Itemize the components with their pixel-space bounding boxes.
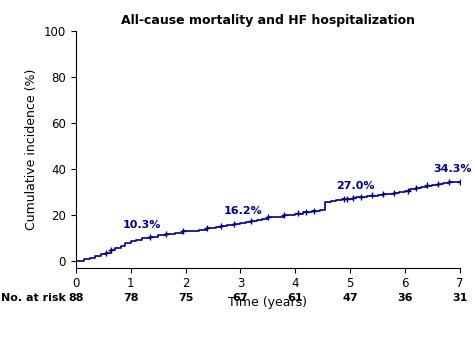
Text: 34.3%: 34.3%: [433, 165, 472, 175]
Text: 16.2%: 16.2%: [224, 206, 263, 216]
Text: 36: 36: [397, 293, 413, 304]
Text: No. at risk: No. at risk: [1, 293, 66, 304]
Text: 67: 67: [233, 293, 248, 304]
Text: 27.0%: 27.0%: [337, 180, 375, 191]
Text: 78: 78: [123, 293, 138, 304]
Text: 47: 47: [342, 293, 358, 304]
Y-axis label: Cumulative incidence (%): Cumulative incidence (%): [25, 69, 38, 230]
X-axis label: Time (years): Time (years): [228, 296, 307, 309]
Text: 61: 61: [287, 293, 303, 304]
Text: 75: 75: [178, 293, 193, 304]
Title: All-cause mortality and HF hospitalization: All-cause mortality and HF hospitalizati…: [121, 14, 415, 27]
Text: 10.3%: 10.3%: [122, 220, 161, 229]
Text: 31: 31: [452, 293, 467, 304]
Text: 88: 88: [68, 293, 83, 304]
